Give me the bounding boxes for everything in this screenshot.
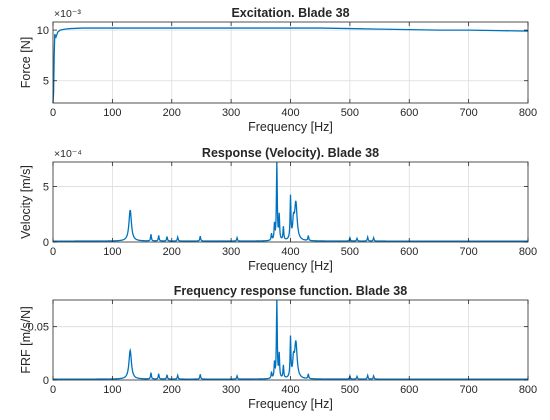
y-axis-multiplier: ×10⁻³: [54, 8, 81, 20]
chart-title: Frequency response function. Blade 38: [174, 284, 407, 298]
x-tick-label: 100: [103, 384, 121, 396]
x-tick-label: 200: [163, 246, 181, 258]
x-tick-label: 200: [163, 384, 181, 396]
x-tick-label: 600: [400, 107, 418, 119]
series-line: [53, 299, 528, 380]
y-axis-label: Force [N]: [19, 37, 33, 88]
x-tick-label: 300: [222, 246, 240, 258]
x-tick-label: 0: [50, 107, 56, 119]
x-tick-label: 400: [281, 107, 299, 119]
y-tick-label: 5: [43, 181, 49, 193]
chart-title: Response (Velocity). Blade 38: [202, 146, 379, 160]
subplot-1: 0 100 200 300 400 500 600 700 800 5 10 Excitation. …: [19, 6, 537, 134]
subplot-2: 0 100 200 300 400 500 600 700 800 0 5 Response (Vel…: [19, 146, 537, 273]
x-tick-label: 0: [50, 384, 56, 396]
x-tick-label: 700: [459, 246, 477, 258]
x-tick-label: 500: [341, 246, 359, 258]
x-tick-label: 100: [103, 246, 121, 258]
x-tick-label: 0: [50, 246, 56, 258]
y-tick-label: 10: [37, 25, 49, 37]
y-tick-label: 0: [43, 237, 49, 249]
x-tick-label: 600: [400, 384, 418, 396]
x-tick-label: 300: [222, 384, 240, 396]
x-axis-label: Frequency [Hz]: [248, 397, 333, 411]
x-axis-label: Frequency [Hz]: [248, 259, 333, 273]
series-line: [52, 27, 529, 104]
series-line: [53, 161, 528, 242]
x-tick-label: 400: [281, 246, 299, 258]
x-tick-label: 700: [459, 107, 477, 119]
x-tick-label: 100: [103, 107, 121, 119]
x-tick-label: 400: [281, 384, 299, 396]
x-tick-label: 200: [163, 107, 181, 119]
y-axis-label: Velocity [m/s]: [19, 165, 33, 239]
x-tick-label: 800: [519, 384, 537, 396]
y-axis-multiplier: ×10⁻⁴: [54, 148, 82, 160]
y-tick-label: 0: [43, 375, 49, 387]
x-tick-label: 800: [519, 107, 537, 119]
x-tick-label: 700: [459, 384, 477, 396]
x-tick-label: 300: [222, 107, 240, 119]
chart-title: Excitation. Blade 38: [231, 6, 349, 20]
y-axis-label: FRF [m/s/N]: [19, 306, 33, 373]
x-tick-label: 500: [341, 107, 359, 119]
subplot-3: 0 100 200 300 400 500 600 700 800 0 0.05 Frequency …: [19, 284, 537, 411]
y-tick-label: 5: [43, 76, 49, 88]
y-tick-label: 0.05: [28, 322, 49, 334]
x-axis-label: Frequency [Hz]: [248, 120, 333, 134]
x-tick-label: 800: [519, 246, 537, 258]
x-tick-label: 600: [400, 246, 418, 258]
x-tick-label: 500: [341, 384, 359, 396]
